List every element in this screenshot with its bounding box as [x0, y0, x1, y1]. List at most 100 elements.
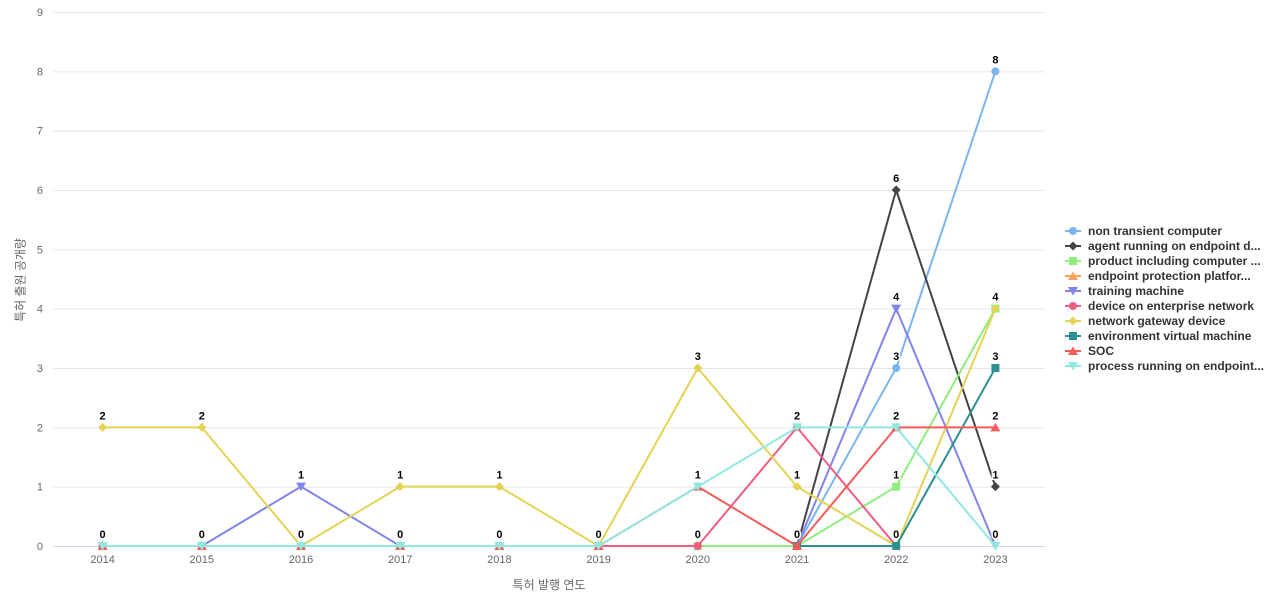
data-label: 1	[397, 470, 403, 482]
x-tick-label: 2023	[983, 554, 1007, 566]
data-label: 0	[100, 529, 106, 541]
data-label: 3	[992, 351, 998, 363]
data-label: 6	[893, 173, 899, 185]
series-marker[interactable]	[792, 423, 802, 432]
triangle-down-legend-icon	[1065, 286, 1081, 296]
series-soc	[97, 422, 1001, 551]
series-marker[interactable]	[991, 364, 1000, 372]
legend-item-device-on-enterprise-network[interactable]: device on enterprise network	[1063, 298, 1264, 313]
series-marker[interactable]	[197, 422, 207, 432]
series-marker[interactable]	[692, 482, 703, 492]
data-label: 0	[596, 529, 602, 541]
data-label: 1	[794, 470, 800, 482]
triangle-down-legend-marker[interactable]	[1068, 361, 1078, 371]
diamond-legend-icon	[1065, 316, 1081, 325]
data-label: 0	[199, 529, 205, 541]
series-marker[interactable]	[395, 482, 405, 492]
legend-item-non-transient-computer[interactable]: non transient computer	[1063, 223, 1264, 238]
series-marker[interactable]	[892, 364, 901, 372]
legend-label: agent running on endpoint d...	[1088, 238, 1261, 253]
series-marker[interactable]	[891, 304, 902, 314]
y-tick-label: 0	[37, 541, 43, 553]
data-label: 0	[794, 529, 800, 541]
legend-item-endpoint-protection-platfor-[interactable]: endpoint protection platfor...	[1063, 268, 1264, 283]
data-label: 2	[794, 410, 800, 422]
square-legend-icon	[1065, 331, 1081, 340]
legend-item-agent-running-on-endpoint-d-[interactable]: agent running on endpoint d...	[1063, 238, 1264, 253]
data-label: 2	[893, 410, 899, 422]
legend-label: non transient computer	[1088, 223, 1223, 238]
square-legend-marker[interactable]	[1069, 331, 1077, 340]
circle-legend-icon	[1065, 301, 1081, 310]
data-label: 0	[695, 529, 701, 541]
y-axis-title: 특허 출원 공개량	[13, 238, 28, 322]
x-tick-label: 2021	[785, 554, 809, 566]
legend-item-environment-virtual-machine[interactable]: environment virtual machine	[1063, 328, 1264, 343]
series-process-running-on-endpoint-	[97, 423, 1001, 551]
series-marker[interactable]	[296, 482, 306, 492]
series-marker[interactable]	[990, 542, 1001, 551]
series-marker[interactable]	[593, 542, 604, 551]
triangle-legend-marker[interactable]	[1068, 346, 1078, 355]
legend-label: SOC	[1088, 343, 1115, 358]
data-label: 0	[298, 529, 304, 541]
circle-legend-marker[interactable]	[1069, 301, 1077, 310]
triangle-legend-icon	[1065, 346, 1081, 355]
triangle-legend-icon	[1065, 271, 1081, 280]
series-marker[interactable]	[97, 542, 108, 551]
series-line	[101, 307, 997, 547]
series-marker[interactable]	[990, 482, 1000, 492]
diamond-legend-icon	[1065, 241, 1081, 250]
data-label: 3	[695, 351, 701, 363]
triangle-legend-marker[interactable]	[1068, 271, 1078, 280]
series-marker[interactable]	[991, 67, 1000, 76]
data-label: 1	[298, 470, 304, 482]
legend: non transient computer agent running on e…	[1063, 223, 1264, 373]
data-label: 1	[695, 470, 701, 482]
legend-item-process-running-on-endpoint-[interactable]: process running on endpoint...	[1063, 358, 1264, 373]
series-marker[interactable]	[98, 422, 108, 432]
y-tick-label: 8	[37, 66, 43, 78]
legend-item-network-gateway-device[interactable]: network gateway device	[1063, 313, 1264, 328]
series-marker[interactable]	[891, 423, 902, 432]
series-marker[interactable]	[792, 541, 802, 551]
square-legend-marker[interactable]	[1069, 256, 1077, 265]
y-tick-label: 7	[37, 126, 43, 138]
diamond-legend-marker[interactable]	[1068, 316, 1078, 325]
data-label: 2	[199, 410, 205, 422]
square-legend-icon	[1065, 256, 1081, 265]
data-label: 8	[992, 54, 998, 66]
x-tick-label: 2019	[586, 554, 610, 566]
legend-item-training-machine[interactable]: training machine	[1063, 283, 1264, 298]
x-tick-label: 2022	[884, 554, 908, 566]
legend-item-soc[interactable]: SOC	[1063, 343, 1264, 358]
legend-label: training machine	[1088, 283, 1185, 298]
series-marker[interactable]	[990, 422, 1001, 432]
series-marker[interactable]	[693, 542, 702, 550]
data-label: 4	[992, 292, 999, 304]
circle-legend-marker[interactable]	[1069, 226, 1077, 235]
series-marker[interactable]	[792, 482, 802, 492]
legend-item-product-including-computer-[interactable]: product including computer ...	[1063, 253, 1264, 268]
series-marker[interactable]	[196, 542, 207, 551]
data-label: 0	[893, 529, 899, 541]
series-marker[interactable]	[693, 363, 703, 373]
data-label: 2	[100, 410, 106, 422]
data-label: 1	[992, 470, 998, 482]
series-marker[interactable]	[494, 542, 505, 551]
series-marker[interactable]	[395, 542, 406, 551]
triangle-down-legend-marker[interactable]	[1068, 286, 1078, 296]
x-tick-label: 2016	[289, 554, 313, 566]
series-marker[interactable]	[296, 542, 306, 551]
series-marker[interactable]	[891, 185, 901, 195]
series-marker[interactable]	[990, 304, 1000, 314]
diamond-legend-marker[interactable]	[1068, 241, 1078, 250]
x-tick-label: 2014	[90, 554, 114, 566]
series-marker[interactable]	[892, 542, 901, 550]
data-label: 1	[893, 470, 899, 482]
data-label: 3	[893, 351, 899, 363]
series-marker[interactable]	[494, 482, 504, 492]
series-marker[interactable]	[892, 482, 901, 491]
